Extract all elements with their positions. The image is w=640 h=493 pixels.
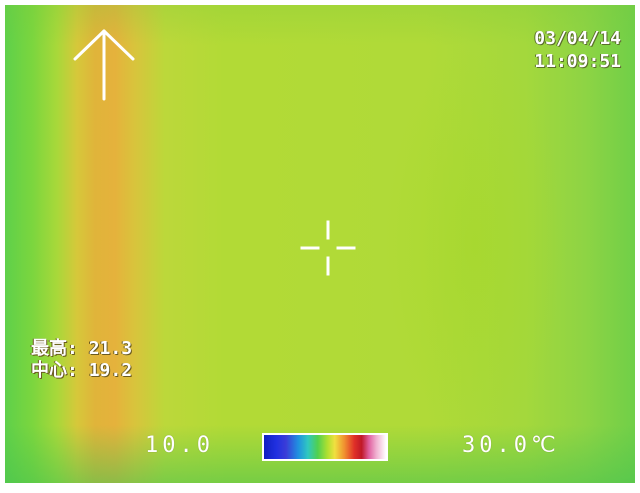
max-temp-label: 最高: bbox=[31, 338, 78, 359]
scale-max-label: 30.0℃ bbox=[462, 433, 560, 458]
time-readout: 11:09:51 bbox=[534, 51, 621, 72]
up-arrow-icon bbox=[73, 29, 135, 101]
max-temp-value: 21.3 bbox=[88, 338, 133, 359]
scale-min-label: 10.0 bbox=[145, 433, 214, 458]
date-readout: 03/04/14 bbox=[534, 28, 621, 49]
center-temp-value: 19.2 bbox=[88, 360, 133, 381]
timestamp: 03/04/14 11:09:51 bbox=[534, 27, 621, 73]
center-temp-label: 中心: bbox=[31, 360, 78, 381]
temperature-readouts: 最高: 21.3 中心: 19.2 bbox=[31, 338, 132, 382]
thermal-image-view: 03/04/14 11:09:51 最高: 21.3 中心: 19.2 10.0… bbox=[5, 5, 635, 483]
crosshair-icon bbox=[300, 220, 356, 276]
color-scale-bar bbox=[262, 433, 388, 461]
center-temp-row: 中心: 19.2 bbox=[31, 360, 132, 382]
max-temp-row: 最高: 21.3 bbox=[31, 338, 132, 360]
